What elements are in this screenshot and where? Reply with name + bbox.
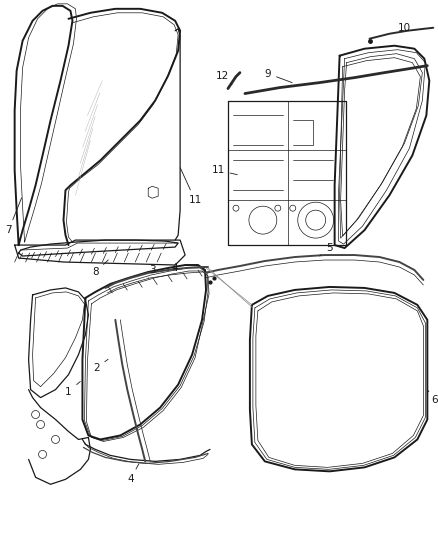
- Text: 4: 4: [127, 464, 139, 484]
- Text: 3: 3: [148, 265, 155, 278]
- Text: 5: 5: [320, 243, 333, 256]
- Text: 12: 12: [215, 70, 232, 85]
- Text: 9: 9: [265, 69, 292, 83]
- Text: 10: 10: [398, 23, 411, 33]
- Text: 11: 11: [180, 168, 202, 205]
- Text: 7: 7: [5, 198, 21, 235]
- Text: 4: 4: [172, 263, 178, 273]
- Text: 2: 2: [93, 359, 108, 373]
- Text: 8: 8: [92, 260, 108, 277]
- Text: 11: 11: [212, 165, 237, 175]
- Text: 1: 1: [65, 382, 80, 397]
- Text: 6: 6: [427, 390, 438, 405]
